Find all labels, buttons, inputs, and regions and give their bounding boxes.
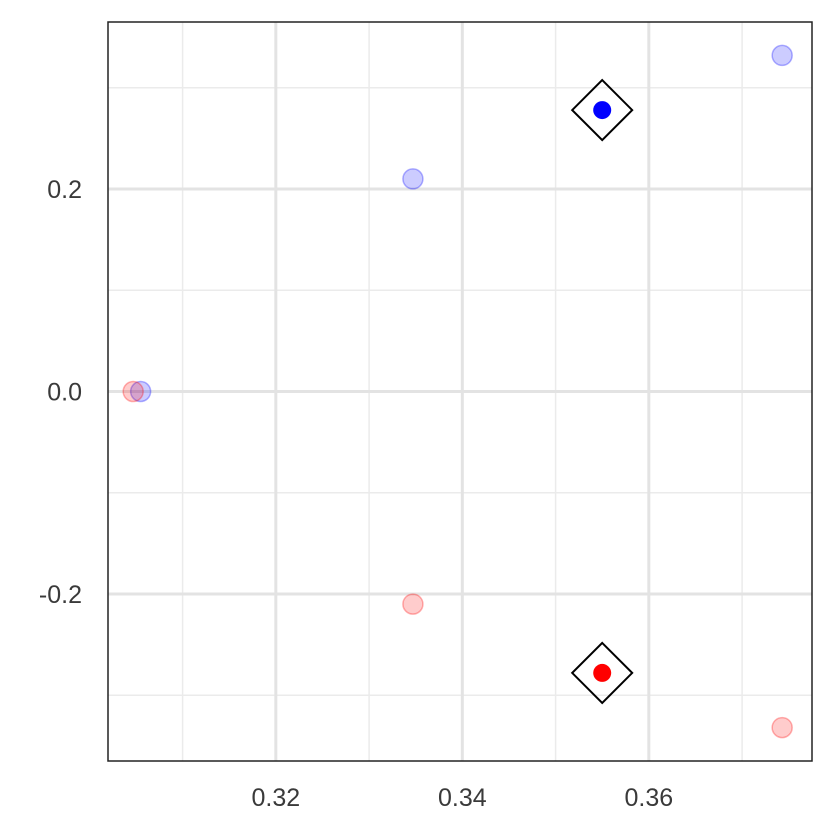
scatter-point	[402, 593, 424, 615]
highlight-diamond-marker	[570, 78, 634, 142]
y-tick-label: 0.0	[47, 379, 82, 407]
y-tick-label: 0.2	[47, 176, 82, 204]
plot-frame	[107, 21, 813, 762]
x-tick-label: 0.36	[624, 784, 673, 812]
scatter-point	[771, 716, 793, 739]
y-tick-label: -0.2	[39, 581, 82, 609]
highlight-diamond-marker	[570, 641, 634, 705]
grid	[108, 22, 812, 761]
scatter-point	[771, 44, 793, 67]
highlight-point	[593, 101, 612, 120]
scatter-point	[402, 168, 424, 190]
x-tick-label: 0.34	[438, 784, 487, 812]
data-points	[122, 44, 793, 739]
highlight-point	[593, 663, 612, 682]
scatter-point	[129, 380, 152, 403]
x-tick-label: 0.32	[252, 784, 301, 812]
x-axis-ticks: 0.32 0.34 0.36	[252, 784, 674, 812]
y-axis-ticks: -0.2 0.0 0.2	[39, 176, 82, 609]
scatter-point	[122, 380, 144, 403]
